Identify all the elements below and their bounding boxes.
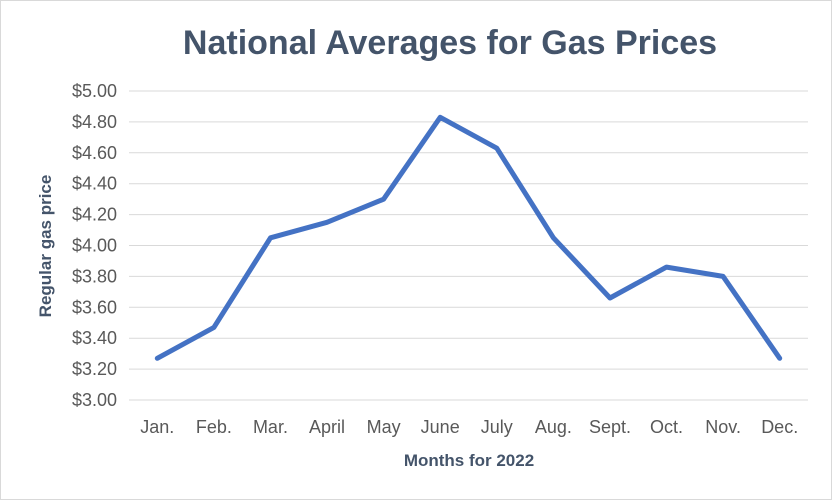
y-tick-label: $3.20 xyxy=(72,359,117,379)
y-tick-label: $3.40 xyxy=(72,328,117,348)
x-tick-label: May xyxy=(367,417,401,437)
x-tick-label: Mar. xyxy=(253,417,288,437)
y-tick-label: $4.40 xyxy=(72,174,117,194)
gridlines xyxy=(129,90,808,401)
x-tick-label: Dec. xyxy=(761,417,798,437)
x-tick-label: Jan. xyxy=(140,417,174,437)
x-tick-label: April xyxy=(309,417,345,437)
y-axis-title: Regular gas price xyxy=(36,175,55,318)
x-axis-title: Months for 2022 xyxy=(404,451,534,470)
y-tick-label: $5.00 xyxy=(72,81,117,101)
y-tick-label: $3.80 xyxy=(72,266,117,286)
x-tick-label: July xyxy=(481,417,513,437)
x-axis-ticks: Jan. Feb. Mar. April May June July Aug. Sept. Oct… xyxy=(140,417,798,437)
y-tick-label: $4.00 xyxy=(72,236,117,256)
y-tick-label: $4.80 xyxy=(72,112,117,132)
x-tick-label: Feb. xyxy=(196,417,232,437)
y-axis-ticks: $3.00 $3.20 $3.40 $3.60 $3.80 $4.00 $4.20 $4.40… xyxy=(72,81,117,410)
y-tick-label: $3.00 xyxy=(72,390,117,410)
series-line xyxy=(154,114,783,361)
y-tick-label: $4.60 xyxy=(72,143,117,163)
y-tick-label: $4.20 xyxy=(72,205,117,225)
series-group xyxy=(154,114,783,361)
x-tick-label: Aug. xyxy=(535,417,572,437)
x-tick-label: Oct. xyxy=(650,417,683,437)
x-tick-label: Nov. xyxy=(705,417,741,437)
y-tick-label: $3.60 xyxy=(72,297,117,317)
x-tick-label: Sept. xyxy=(589,417,631,437)
x-tick-label: June xyxy=(421,417,460,437)
chart-title: National Averages for Gas Prices xyxy=(183,24,717,62)
